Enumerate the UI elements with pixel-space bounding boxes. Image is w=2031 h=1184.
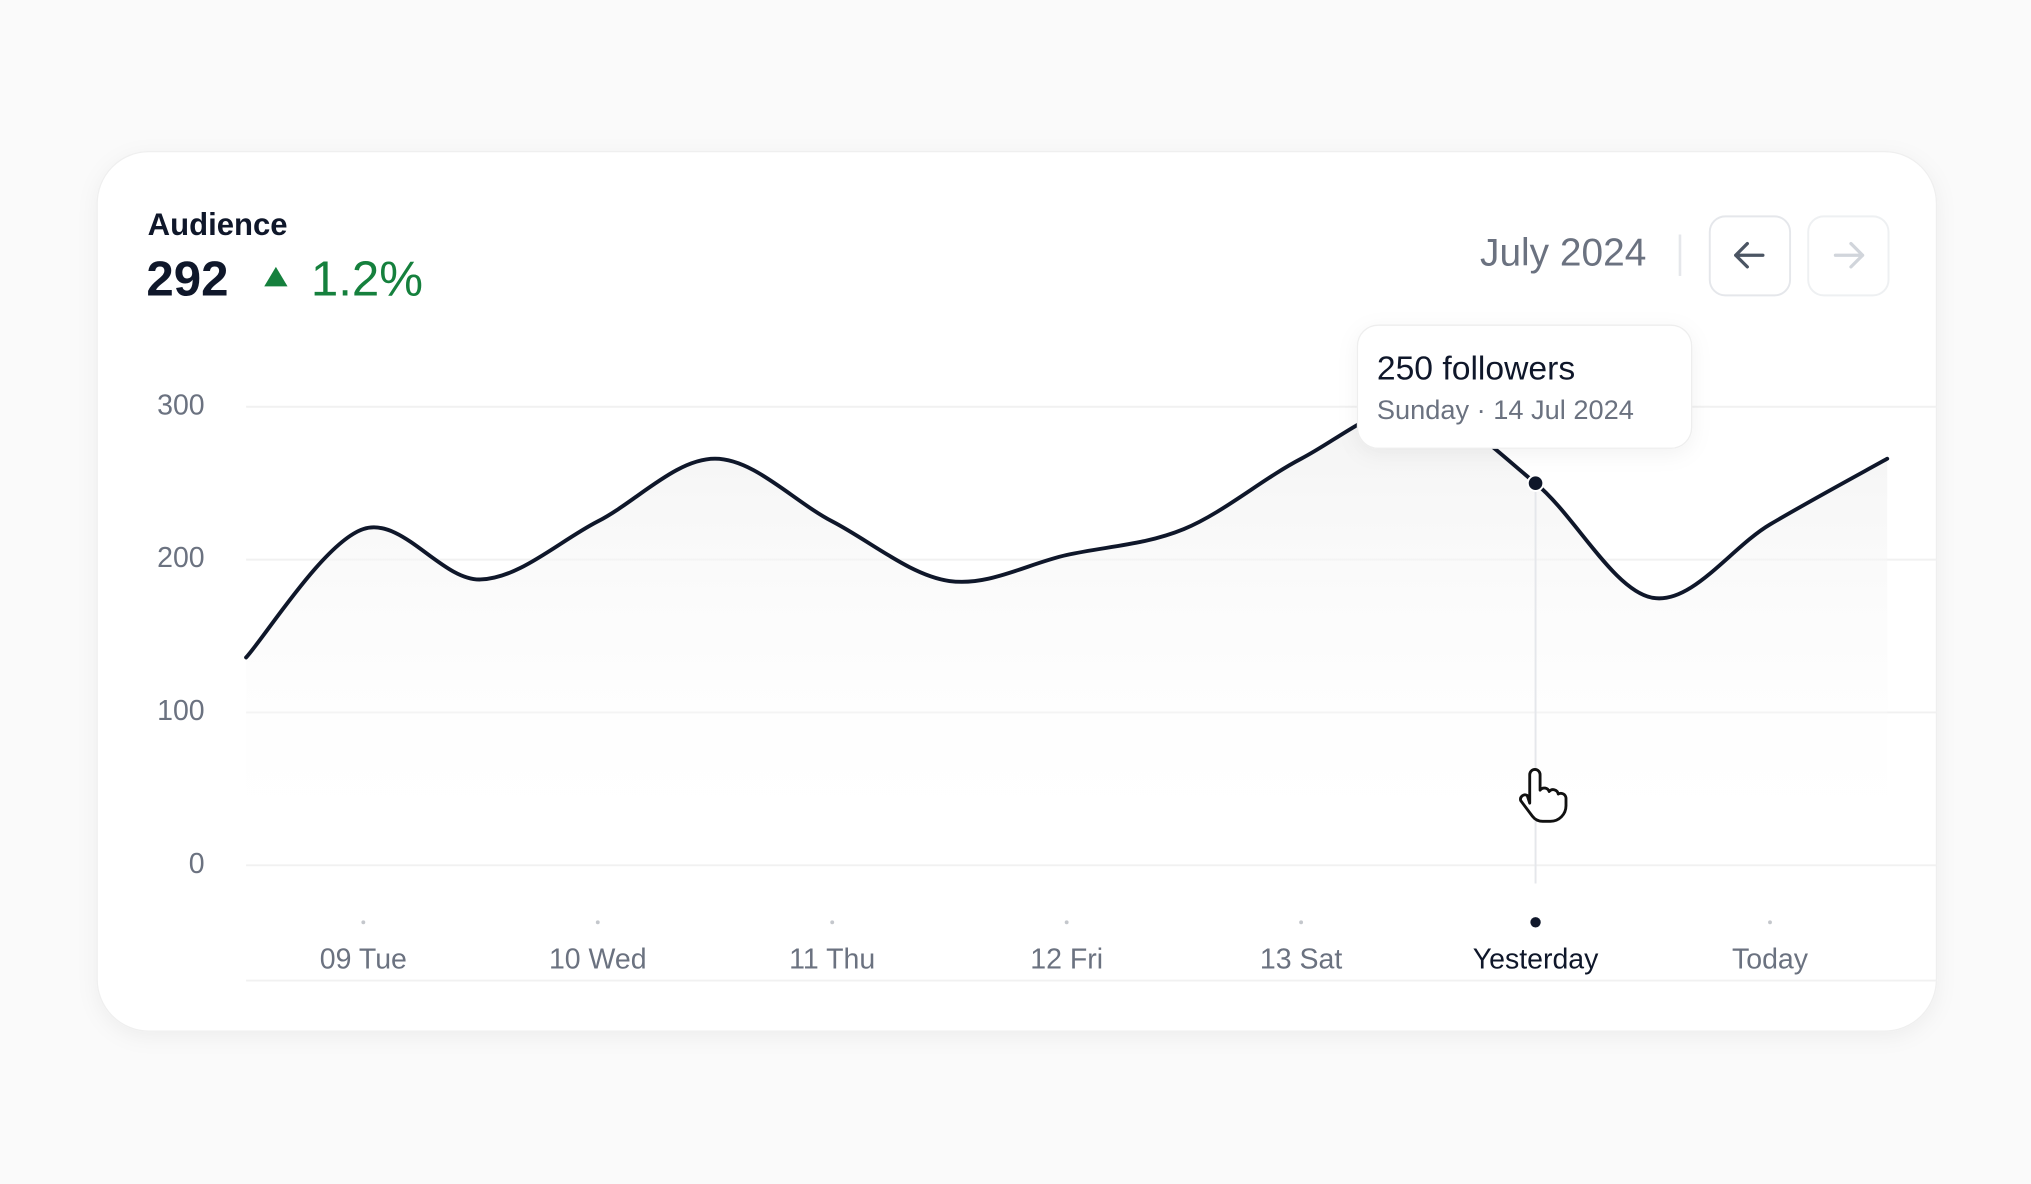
y-tick-label: 200 bbox=[157, 542, 205, 574]
y-tick-label: 300 bbox=[157, 389, 205, 421]
x-tick-dot bbox=[595, 920, 600, 925]
next-button[interactable] bbox=[1807, 215, 1890, 297]
tooltip-subtitle: Sunday · 14 Jul 2024 bbox=[1377, 394, 1634, 425]
x-tick-dot bbox=[1299, 920, 1304, 925]
up-arrow bbox=[264, 266, 288, 287]
x-tick-label: 13 Sat bbox=[1260, 944, 1342, 976]
x-tick-label: 12 Fri bbox=[1030, 944, 1103, 976]
tooltip-box bbox=[1356, 324, 1693, 449]
x-tick-label: 10 Wed bbox=[549, 944, 647, 976]
prev-button[interactable] bbox=[1708, 215, 1792, 297]
y-tick-label: 100 bbox=[157, 695, 205, 727]
y-tick-label: 0 bbox=[189, 848, 205, 880]
x-tick-label: Yesterday bbox=[1473, 944, 1599, 976]
x-tick-dot bbox=[361, 920, 366, 925]
x-tick-label: 09 Tue bbox=[320, 944, 407, 976]
cursor bbox=[1519, 768, 1568, 823]
period-label: July 2024 bbox=[1480, 231, 1646, 274]
x-tick-dot bbox=[1064, 920, 1069, 925]
line bbox=[244, 404, 1890, 660]
x-tick-dot bbox=[1768, 920, 1772, 925]
x-tick-dot bbox=[1530, 917, 1541, 928]
next-icon bbox=[1833, 241, 1865, 269]
total-value: 292 bbox=[146, 251, 228, 306]
card-title: Audience bbox=[148, 207, 288, 242]
change-value: 1.2% bbox=[311, 251, 423, 306]
tooltip: 250 followers Sunday · 14 Jul 2024 bbox=[1356, 324, 1693, 449]
plot: 0 100 200 300 09 Tue 10 Wed 11 Thu 12 Fri 13 Sat… bbox=[157, 389, 1937, 982]
x-tick-dot bbox=[830, 920, 835, 925]
active-point bbox=[1526, 474, 1545, 492]
tooltip-title: 250 followers bbox=[1377, 350, 1575, 387]
x-tick-label: Today bbox=[1732, 944, 1809, 976]
x-tick-label: 11 Thu bbox=[789, 944, 875, 976]
area bbox=[246, 406, 1888, 866]
prev-icon bbox=[1734, 241, 1765, 269]
